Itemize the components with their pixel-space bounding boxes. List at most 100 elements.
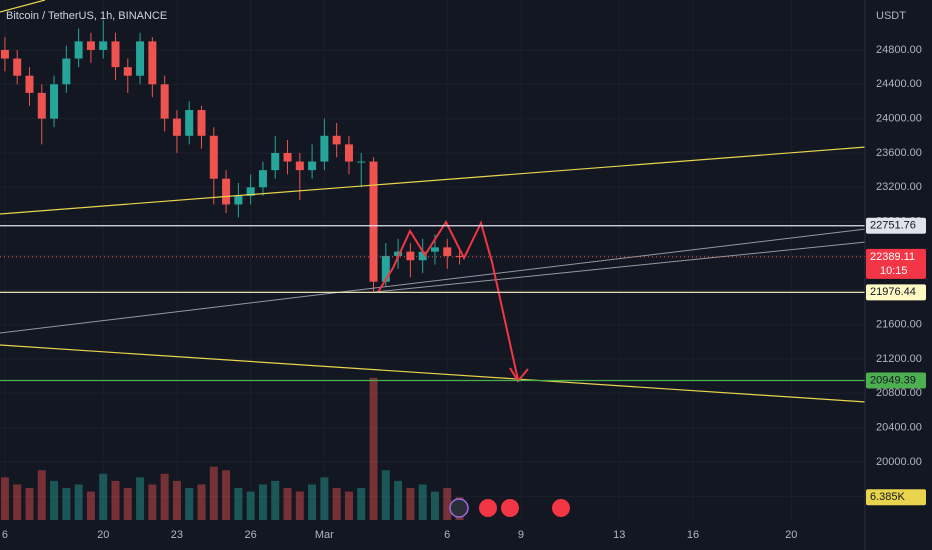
- candle-body: [13, 58, 22, 76]
- volume-bar: [222, 470, 231, 520]
- x-tick-label: 20: [785, 529, 797, 541]
- x-tick-label: 9: [518, 529, 524, 541]
- axis-layer: 19600.0020000.0020400.0020800.0021200.00…: [2, 44, 926, 541]
- x-tick-label: 23: [171, 529, 183, 541]
- level-label: 20949.39: [870, 374, 916, 386]
- candle-layer: [0, 19, 464, 293]
- countdown: 10:15: [880, 265, 908, 277]
- volume-bar: [50, 480, 59, 520]
- volume-bar: [369, 377, 378, 520]
- volume-bar: [160, 473, 169, 520]
- volume-bar: [209, 466, 218, 520]
- trend-line: [0, 344, 867, 403]
- candle-body: [455, 255, 464, 257]
- candle-body: [62, 58, 71, 85]
- candle-body: [246, 187, 255, 196]
- last-price-label: 22389.11: [870, 251, 915, 263]
- volume-bar: [111, 480, 120, 520]
- event-icon[interactable]: [449, 498, 469, 518]
- volume-bar: [197, 484, 206, 520]
- volume-bar: [86, 491, 95, 520]
- volume-bar: [271, 480, 280, 520]
- y-tick-label: 20400.00: [876, 422, 922, 434]
- volume-bar: [381, 470, 390, 520]
- volume-bar: [25, 488, 34, 520]
- last-price-tag: [866, 248, 926, 279]
- volume-bar: [357, 488, 366, 520]
- volume-bar: [344, 491, 353, 520]
- candle-body: [172, 118, 181, 136]
- x-tick-label: 6: [2, 529, 8, 541]
- event-icon[interactable]: [501, 499, 519, 517]
- candle-body: [234, 195, 243, 205]
- volume-bar: [394, 480, 403, 520]
- candle-body: [185, 110, 194, 136]
- x-tick-label: 16: [687, 529, 699, 541]
- volume-bar: [308, 484, 317, 520]
- x-tick-label: 26: [245, 529, 257, 541]
- volume-bar: [332, 488, 341, 520]
- volume-bar: [148, 484, 157, 520]
- volume-bar: [13, 484, 22, 520]
- candle-body: [394, 251, 403, 256]
- volume-bar: [185, 488, 194, 520]
- volume-bar: [0, 477, 9, 520]
- trend-line: [0, 146, 867, 215]
- volume-bar: [418, 484, 427, 520]
- candle-body: [271, 152, 280, 171]
- y-tick-label: 24800.00: [876, 44, 922, 56]
- candle-body: [406, 251, 415, 261]
- candle-body: [418, 251, 427, 261]
- volume-bar: [62, 488, 71, 520]
- level-tag: [866, 372, 926, 389]
- candle-body: [320, 135, 329, 162]
- volume-bar: [258, 484, 267, 520]
- candle-body: [99, 41, 108, 50]
- volume-bar: [320, 477, 329, 520]
- channel-line: [0, 228, 867, 334]
- volume-bar: [283, 488, 292, 520]
- candle-body: [209, 135, 218, 179]
- volume-label: 6.385K: [870, 491, 906, 503]
- y-axis-label: USDT: [876, 10, 906, 22]
- volume-bar: [172, 480, 181, 520]
- y-tick-label: 24000.00: [876, 113, 922, 125]
- candle-body: [430, 247, 439, 252]
- x-tick-label: 13: [613, 529, 625, 541]
- x-tick-label: 6: [444, 529, 450, 541]
- volume-bar: [234, 488, 243, 520]
- y-tick-label: 21600.00: [876, 319, 922, 331]
- trend-line: [0, 0, 46, 13]
- y-tick-label: 21200.00: [876, 353, 922, 365]
- candle-body: [136, 41, 145, 76]
- level-label: 22751.76: [870, 220, 916, 232]
- event-icon[interactable]: [552, 499, 570, 517]
- candle-body: [357, 161, 366, 163]
- candle-body: [283, 152, 292, 162]
- candle-body: [369, 161, 378, 282]
- candle-body: [111, 41, 120, 68]
- candle-body: [344, 144, 353, 162]
- channel-line: [374, 241, 867, 293]
- x-tick-label: Mar: [315, 529, 334, 541]
- level-layer: [0, 225, 865, 382]
- candle-body: [381, 255, 390, 282]
- event-icon[interactable]: [479, 499, 497, 517]
- y-tick-label: 24400.00: [876, 78, 922, 90]
- candle-body: [86, 41, 95, 50]
- candle-body: [197, 110, 206, 136]
- candle-body: [443, 247, 452, 256]
- volume-layer: [0, 377, 464, 520]
- candle-body: [37, 92, 46, 119]
- candle-body: [160, 84, 169, 119]
- y-tick-label: 20000.00: [876, 456, 922, 468]
- candle-body: [123, 67, 132, 76]
- volume-bar: [430, 491, 439, 520]
- candle-body: [332, 135, 341, 145]
- volume-bar: [406, 488, 415, 520]
- grid: [0, 0, 865, 520]
- y-tick-label: 20800.00: [876, 387, 922, 399]
- level-tag: [866, 217, 926, 234]
- candle-body: [308, 161, 317, 171]
- candle-body: [295, 161, 304, 171]
